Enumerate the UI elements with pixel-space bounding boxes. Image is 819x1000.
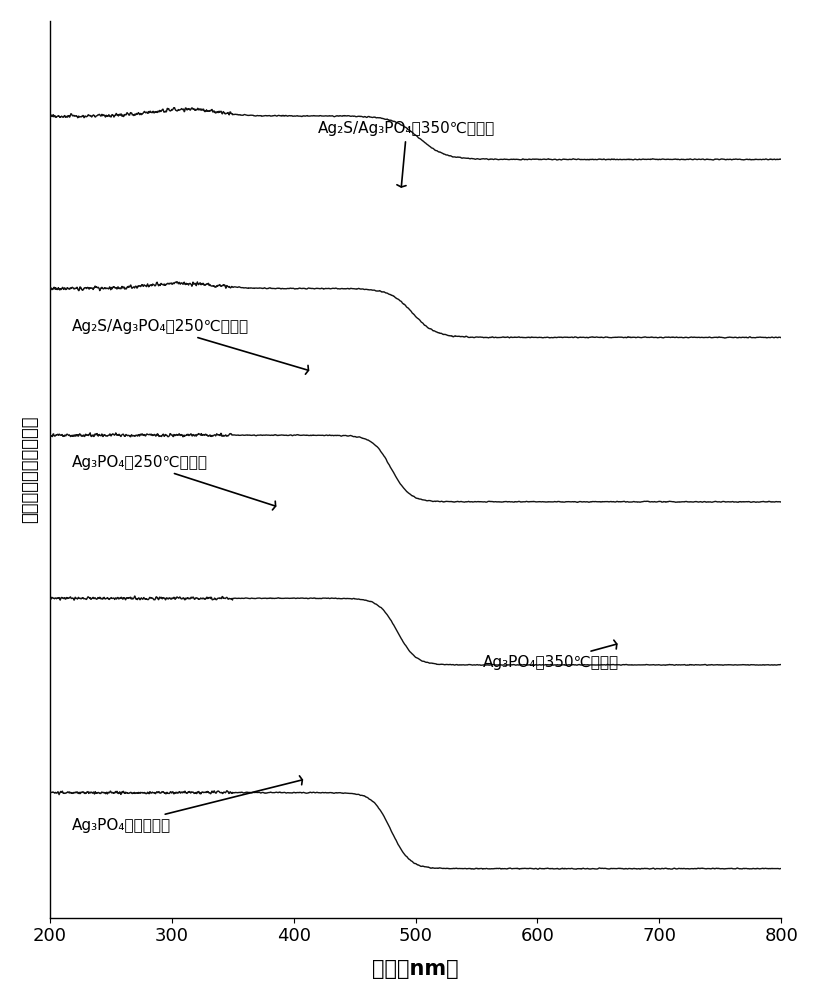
Text: Ag₃PO₄（250℃焙烧）: Ag₃PO₄（250℃焙烧） [72, 455, 275, 510]
X-axis label: 波长（nm）: 波长（nm） [373, 959, 459, 979]
Text: Ag₂S/Ag₃PO₄（250℃焙烧）: Ag₂S/Ag₃PO₄（250℃焙烧） [72, 319, 309, 374]
Text: Ag₂S/Ag₃PO₄（350℃焙烧）: Ag₂S/Ag₃PO₄（350℃焙烧） [318, 121, 495, 187]
Y-axis label: 吸收强度（任意单位）: 吸收强度（任意单位） [20, 415, 38, 523]
Text: Ag₃PO₄（未焙烧）: Ag₃PO₄（未焙烧） [72, 776, 302, 833]
Text: Ag₃PO₄（350℃焙烧）: Ag₃PO₄（350℃焙烧） [482, 640, 618, 670]
